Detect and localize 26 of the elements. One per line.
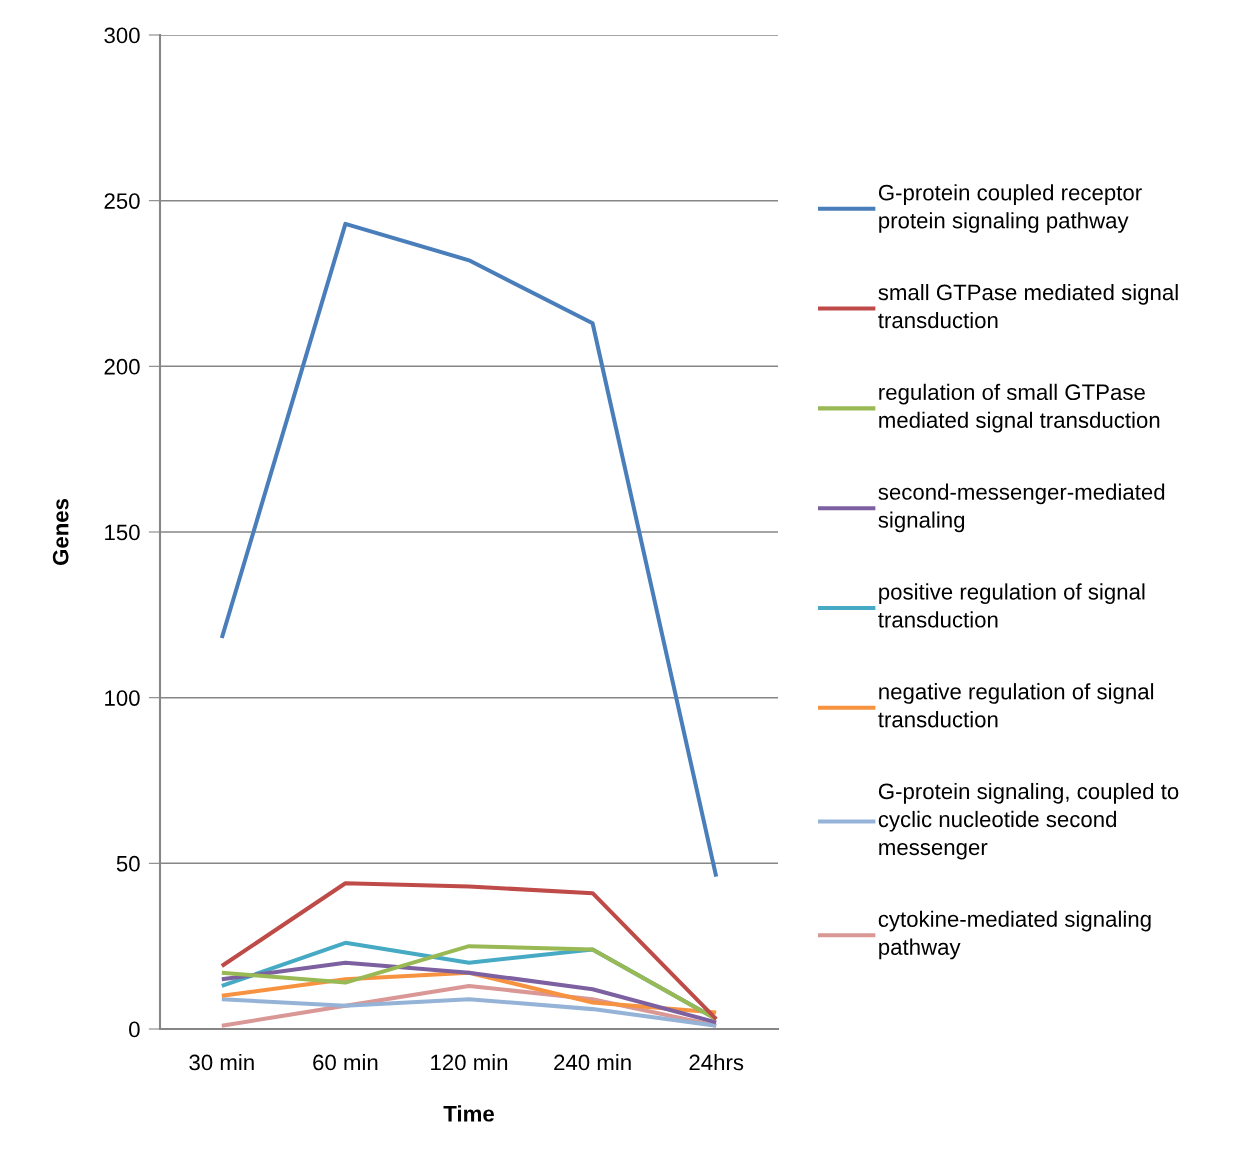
legend-label: cytokine-mediated signaling pathway bbox=[878, 910, 1151, 960]
legend-label: regulation of small GTPase mediated signal transduction bbox=[879, 383, 1160, 433]
y-tick-label: 300 bbox=[104, 27, 140, 44]
line-series bbox=[219, 221, 719, 879]
legend-label: positive regulation of signal transduction bbox=[878, 583, 1145, 628]
legend-label: negative regulation of signal transduction bbox=[878, 683, 1154, 728]
legend-label: G-protein signaling, coupled to cyclic nucleotide second messenger bbox=[878, 782, 1179, 860]
y-axis-title: Genes bbox=[52, 498, 69, 566]
y-tick-label: 200 bbox=[104, 358, 140, 375]
legend-label: small GTPase mediated signal transduction bbox=[878, 283, 1178, 329]
x-tick-label: 30 min bbox=[189, 1054, 254, 1071]
x-tick-label: 24hrs bbox=[689, 1054, 744, 1071]
y-tick-label: 250 bbox=[104, 193, 140, 209]
line-series bbox=[219, 881, 719, 1022]
y-tick-label: 0 bbox=[129, 1021, 140, 1038]
y-tick-label: 50 bbox=[116, 855, 140, 872]
x-tick-label: 60 min bbox=[313, 1054, 378, 1071]
line-series bbox=[219, 960, 719, 1025]
legend-label: G-protein coupled receptor protein signaling pathway bbox=[878, 184, 1142, 233]
legend-label: second-messenger-mediated signaling bbox=[878, 483, 1165, 533]
x-axis-title: Time bbox=[443, 1105, 494, 1122]
y-tick-label: 100 bbox=[105, 690, 140, 706]
x-tick-label: 240 min bbox=[554, 1054, 631, 1071]
line-series bbox=[219, 997, 719, 1028]
x-tick-label: 120 min bbox=[431, 1054, 508, 1071]
y-tick-label: 150 bbox=[105, 524, 140, 541]
